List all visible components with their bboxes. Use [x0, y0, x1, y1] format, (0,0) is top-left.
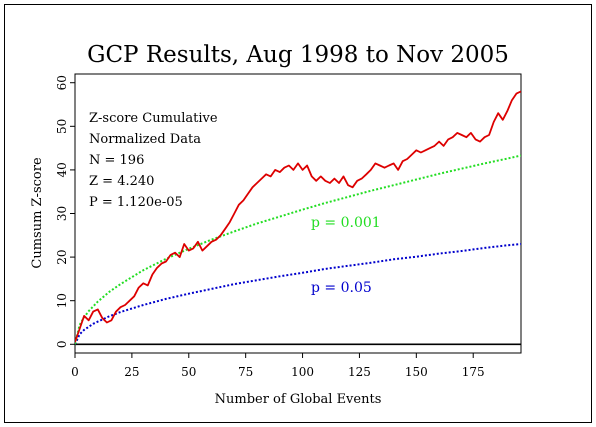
stats-box: Z-score Cumulative Normalized Data N = 1… [89, 111, 218, 210]
stats-line-4: Z = 4.240 [89, 174, 154, 189]
x-tick-label: 0 [71, 365, 79, 379]
y-tick-label: 30 [55, 206, 69, 221]
stats-line-2: Normalized Data [89, 132, 201, 147]
x-tick-label: 100 [291, 365, 314, 379]
stats-line-3: N = 196 [89, 153, 144, 168]
chart-title: GCP Results, Aug 1998 to Nov 2005 [87, 42, 509, 68]
x-tick-label: 50 [181, 365, 196, 379]
p001-annotation: p = 0.001 [311, 215, 381, 231]
p05-annotation: p = 0.05 [311, 280, 372, 296]
stats-line-1: Z-score Cumulative [89, 111, 218, 126]
series-line-p05 [75, 243, 521, 345]
stats-line-5: P = 1.120e-05 [89, 195, 183, 210]
y-tick-label: 50 [55, 119, 69, 134]
x-axis-label: Number of Global Events [215, 392, 382, 407]
axis-layer: 0 25 50 75 100 125 150 175 0 10 20 30 40 50 60 [55, 75, 485, 379]
series-layer [75, 90, 521, 346]
outer-frame [4, 4, 592, 423]
x-tick-label: 150 [405, 365, 428, 379]
y-tick-label: 20 [55, 249, 69, 264]
y-tick-label: 0 [55, 340, 69, 348]
series-line-observed [75, 90, 521, 343]
x-tick-label: 25 [124, 365, 139, 379]
x-tick-label: 75 [238, 365, 253, 379]
series-line-p001 [75, 154, 521, 345]
y-tick-label: 60 [55, 75, 69, 90]
y-tick-label: 10 [55, 293, 69, 308]
y-axis-label: Cumsum Z-score [30, 157, 45, 269]
x-tick-label: 175 [462, 365, 485, 379]
x-tick-label: 125 [348, 365, 371, 379]
y-tick-label: 40 [55, 162, 69, 177]
